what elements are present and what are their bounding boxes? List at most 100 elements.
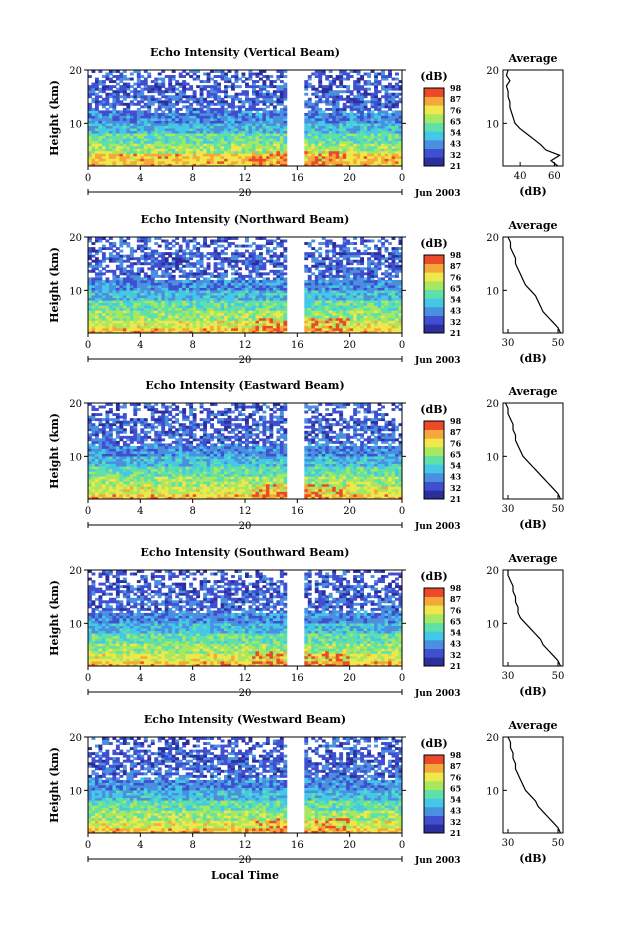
heatmap-cell [168, 264, 173, 268]
heatmap-cell [314, 163, 319, 167]
heatmap-cell [262, 107, 267, 111]
heatmap-cell [335, 143, 340, 147]
heatmap-cell [391, 112, 396, 116]
heatmap-cell [105, 150, 110, 154]
heatmap-cell [119, 287, 124, 291]
heatmap-cell [255, 269, 260, 273]
heatmap-cell [227, 140, 232, 144]
heatmap-cell [119, 327, 124, 331]
heatmap-cell [178, 145, 183, 149]
heatmap-cell [370, 70, 375, 73]
heatmap-cell [353, 85, 358, 89]
heatmap-cell [220, 315, 225, 319]
heatmap-cell [171, 140, 176, 144]
heatmap-cell [335, 102, 340, 106]
heatmap-cell [178, 82, 183, 86]
heatmap-cell [321, 277, 326, 281]
heatmap-cell [105, 85, 110, 89]
heatmap-cell [227, 70, 232, 73]
heatmap-cell [171, 290, 176, 293]
heatmap-cell [339, 322, 344, 326]
heatmap-cell [88, 269, 92, 273]
heatmap-cell [360, 120, 365, 124]
heatmap-cell [136, 320, 141, 324]
heatmap-cell [143, 262, 148, 266]
heatmap-cell [161, 100, 166, 104]
heatmap-cell [101, 82, 106, 86]
heatmap-cell [374, 153, 378, 157]
heatmap-cell [328, 115, 333, 119]
heatmap-cell [213, 330, 218, 334]
heatmap-cell [213, 92, 218, 96]
heatmap-cell [356, 82, 361, 86]
heatmap-cell [227, 143, 232, 147]
heatmap-cell [318, 130, 323, 134]
heatmap-cell [367, 100, 371, 104]
heatmap-cell [234, 77, 239, 81]
heatmap-cell [279, 158, 284, 162]
heatmap-cell [304, 287, 309, 291]
heatmap-cell [196, 302, 201, 306]
heatmap-cell [353, 138, 358, 142]
heatmap-cell [119, 262, 124, 266]
heatmap-cell [363, 292, 368, 296]
heatmap-cell [122, 143, 127, 147]
heatmap-cell [112, 90, 117, 94]
heatmap-cell [112, 315, 117, 319]
heatmap-cell [213, 287, 218, 291]
heatmap-cell [182, 315, 187, 319]
heatmap-cell [182, 115, 187, 119]
heatmap-cell [101, 85, 106, 89]
heatmap-cell [363, 155, 368, 159]
heatmap-cell [164, 259, 169, 263]
heatmap-cell [147, 87, 152, 91]
heatmap-cell [157, 315, 162, 319]
heatmap-cell [192, 92, 197, 96]
heatmap-cell [115, 92, 120, 96]
heatmap-cell [328, 145, 333, 149]
heatmap-cell [206, 325, 211, 329]
heatmap-cell [251, 107, 256, 111]
heatmap-cell [94, 120, 99, 124]
heatmap-cell [251, 290, 256, 293]
heatmap-cell [328, 80, 333, 84]
heatmap-cell [112, 150, 117, 154]
heatmap-cell [112, 259, 117, 263]
heatmap-cell [370, 130, 375, 134]
heatmap-cell [262, 287, 267, 291]
heatmap-cell [318, 138, 323, 142]
heatmap-cell [147, 262, 152, 266]
heatmap-cell [210, 282, 214, 286]
heatmap-cell [94, 312, 99, 316]
heatmap-cell [374, 125, 378, 129]
heatmap-cell [178, 95, 183, 99]
heatmap-cell [258, 160, 263, 164]
heatmap-cell [88, 107, 92, 111]
heatmap-cell [342, 120, 347, 124]
heatmap-cell [210, 135, 214, 139]
heatmap-cell [377, 148, 382, 152]
heatmap-cell [238, 272, 242, 276]
heatmap-cell [178, 300, 183, 304]
heatmap-cell [224, 282, 228, 286]
heatmap-cell [283, 312, 288, 316]
heatmap-cell [196, 85, 201, 89]
heatmap-cell [360, 95, 365, 99]
heatmap-cell [251, 118, 256, 121]
heatmap-cell [154, 310, 159, 314]
heatmap-cell [384, 133, 389, 137]
heatmap-cell [164, 325, 169, 329]
heatmap-cell [272, 143, 277, 147]
heatmap-cell [143, 292, 148, 296]
heatmap-cell [398, 92, 403, 96]
heatmap-cell [227, 320, 232, 324]
heatmap-cell [143, 290, 148, 293]
heatmap-cell [353, 307, 358, 311]
heatmap-cell [203, 128, 208, 132]
heatmap-cell [217, 302, 221, 306]
heatmap-cell [119, 290, 124, 293]
heatmap-cell [356, 102, 361, 106]
heatmap-cell [349, 160, 354, 164]
heatmap-cell [108, 138, 113, 142]
heatmap-cell [94, 325, 99, 329]
